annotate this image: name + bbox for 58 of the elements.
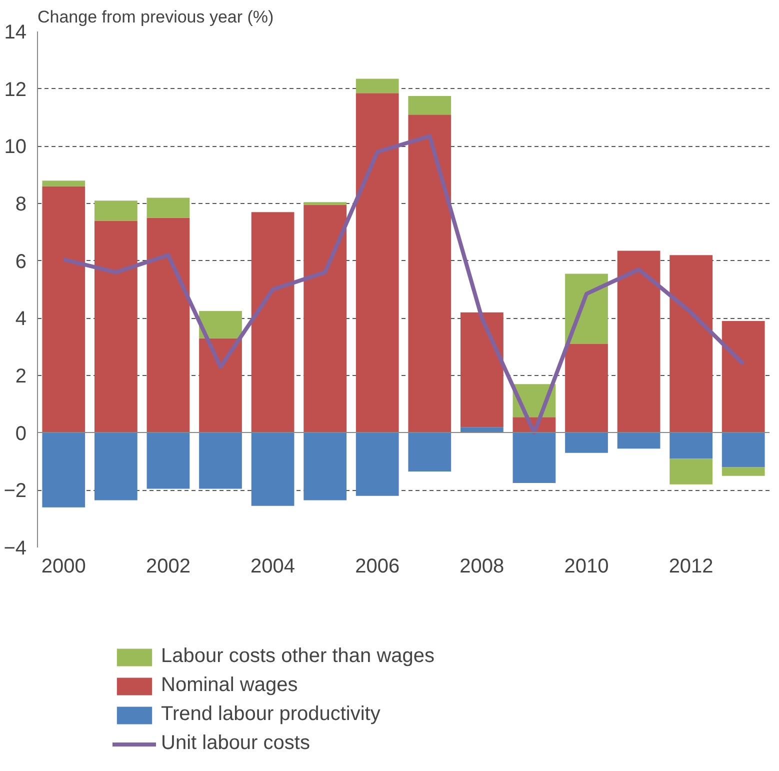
bar [304, 202, 347, 205]
bar [146, 218, 190, 433]
legend-label: Labour costs other than wages [161, 645, 435, 668]
bar [565, 432, 608, 453]
bar [617, 432, 660, 449]
x-tick-label: 2008 [460, 556, 504, 578]
bar [408, 96, 452, 115]
x-tick-label: 2012 [668, 556, 714, 578]
bar [670, 458, 713, 484]
bar [304, 204, 347, 433]
bar [146, 432, 190, 489]
x-tick-label: 2010 [564, 556, 609, 578]
x-tick-label: 2000 [41, 556, 86, 578]
bar [512, 432, 556, 483]
x-tick-label: 2002 [146, 556, 190, 578]
bar [94, 432, 138, 500]
y-tick-label: −2 [4, 480, 27, 502]
bar [722, 432, 765, 468]
bar [722, 321, 765, 433]
y-tick-label: 8 [15, 194, 26, 216]
bar [460, 312, 504, 428]
bar [356, 93, 399, 433]
bar [199, 311, 242, 338]
x-tick-label: 2006 [355, 556, 400, 578]
line-series [62, 134, 746, 435]
bar [304, 432, 347, 500]
legend-label: Unit labour costs [161, 732, 310, 755]
bar [251, 432, 294, 506]
bar [670, 432, 713, 459]
y-tick-label: 0 [15, 422, 26, 445]
bar [199, 338, 242, 433]
bar [408, 432, 452, 472]
y-tick-label: 10 [4, 136, 27, 158]
bar [617, 250, 660, 433]
bar [146, 198, 190, 218]
bar [722, 467, 765, 476]
bar [251, 212, 294, 433]
bar [42, 186, 86, 433]
y-tick-label: 4 [15, 308, 26, 330]
bar [356, 78, 399, 94]
bar [565, 344, 608, 433]
x-tick-label: 2004 [250, 556, 296, 578]
bar [356, 432, 399, 496]
chart-title: Change from previous year (%) [38, 8, 274, 26]
y-tick-label: 2 [15, 366, 26, 388]
bar [42, 432, 86, 508]
bar [42, 180, 86, 186]
y-tick-label: 12 [4, 78, 27, 101]
legend-label: Trend labour productivity [161, 703, 380, 726]
y-tick-label: −4 [4, 538, 27, 560]
bar [94, 200, 138, 221]
legend-label: Nominal wages [161, 674, 298, 697]
bar [408, 114, 452, 433]
bar [199, 432, 242, 489]
y-tick-label: 6 [15, 250, 26, 273]
bar [670, 255, 713, 433]
y-tick-label: 14 [4, 22, 27, 44]
bar [94, 220, 138, 433]
